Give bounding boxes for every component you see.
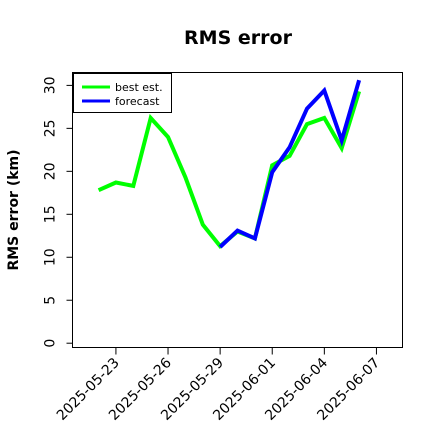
legend-label-best-est: best est. xyxy=(115,81,163,94)
y-tick-label: 25 xyxy=(43,119,59,137)
chart-title: RMS error xyxy=(184,27,293,49)
y-tick-label: 5 xyxy=(43,296,59,305)
series-line-best-est xyxy=(99,91,360,246)
y-axis: 0 5 10 15 20 25 30 xyxy=(43,76,73,347)
y-axis-label: RMS error (km) xyxy=(6,149,22,270)
series-line-forecast xyxy=(220,80,359,247)
y-tick-label: 0 xyxy=(43,339,59,348)
y-tick-label: 15 xyxy=(43,205,59,223)
legend: best est. forecast xyxy=(74,74,172,113)
y-tick-label: 10 xyxy=(43,248,59,266)
y-tick-label: 20 xyxy=(43,162,59,180)
x-axis: 2025-05-232025-05-262025-05-292025-06-01… xyxy=(54,348,383,424)
y-tick-label: 30 xyxy=(43,76,59,94)
legend-label-forecast: forecast xyxy=(115,95,160,108)
